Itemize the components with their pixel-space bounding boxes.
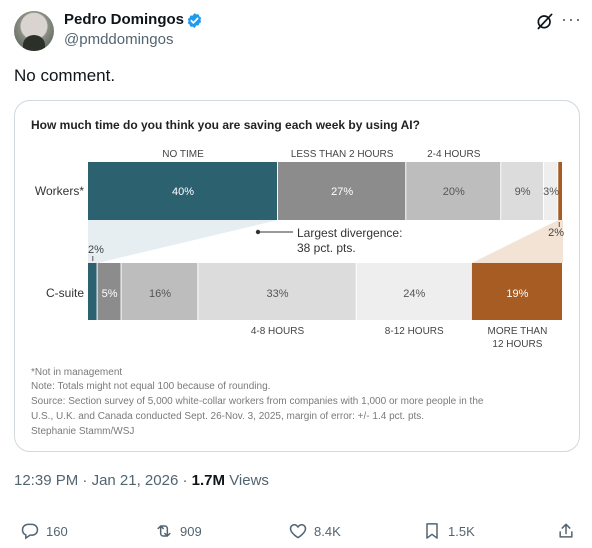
share-button[interactable] (556, 520, 582, 542)
reply-icon (21, 523, 39, 540)
category-label: 12 HOURS (492, 339, 542, 350)
row-label-workers: Workers* (35, 184, 84, 198)
divergence-band-more-than-12 (471, 220, 563, 263)
tweet-time[interactable]: 12:39 PM (14, 472, 79, 489)
chart: How much time do you think you are savin… (31, 118, 564, 437)
bar-workers-2 (406, 162, 501, 220)
verified-badge-icon (187, 13, 202, 28)
data-label-csuite-5: 19% (506, 288, 528, 300)
tweet-meta: 12:39 PM · Jan 21, 2026 · 1.7M Views (14, 472, 269, 489)
author-name[interactable]: Pedro Domingos (64, 11, 185, 28)
tweet-text: No comment. (14, 66, 116, 85)
bookmark-icon (426, 523, 438, 539)
category-label: MORE THAN (488, 326, 548, 337)
row-label-csuite: C-suite (46, 286, 84, 300)
annotation-line-2: 38 pct. pts. (297, 241, 356, 255)
note-line: U.S., U.K. and Canada conducted Sept. 26… (31, 411, 424, 422)
data-label-workers-0: 40% (172, 186, 194, 198)
repost-button[interactable]: 909 (154, 520, 202, 542)
annotation-dot (255, 229, 261, 235)
chart-card[interactable]: How much time do you think you are savin… (14, 100, 580, 452)
avatar[interactable] (14, 11, 54, 51)
views-count: 1.7M (191, 472, 226, 489)
grok-icon[interactable] (535, 11, 555, 31)
bar-csuite-1 (97, 263, 121, 320)
data-label-csuite-3: 33% (267, 288, 289, 300)
bar-workers-0 (88, 162, 277, 220)
more-options-icon[interactable]: ··· (561, 9, 582, 29)
meta-separator: · (182, 472, 192, 489)
data-label-workers-3: 9% (515, 186, 531, 198)
data-label-csuite-4: 24% (403, 288, 425, 300)
meta-separator: · (82, 472, 92, 489)
bookmark-button[interactable]: 1.5K (422, 520, 475, 542)
category-label: 8-12 HOURS (385, 326, 444, 337)
like-count: 8.4K (314, 523, 341, 539)
views-label: Views (229, 472, 269, 489)
bar-csuite-2 (121, 263, 198, 320)
data-label-csuite-2: 16% (149, 288, 171, 300)
note-line: Source: Section survey of 5,000 white-co… (31, 396, 484, 407)
tweet-date[interactable]: Jan 21, 2026 (91, 472, 179, 489)
bar-workers-4 (544, 162, 558, 220)
heart-icon (289, 523, 307, 539)
note-line: Note: Totals might not equal 100 because… (31, 381, 270, 392)
chart-title: How much time do you think you are savin… (31, 118, 420, 132)
data-label-workers-1: 27% (331, 186, 353, 198)
bar-csuite-4 (356, 263, 471, 320)
repost-icon (157, 525, 171, 537)
data-label-workers-4: 3% (543, 186, 559, 198)
bar-workers-5 (558, 162, 562, 220)
like-button[interactable]: 8.4K (288, 520, 341, 542)
bar-workers-1 (278, 162, 406, 220)
outside-label-csuite: 2% (88, 244, 104, 256)
reply-count: 160 (46, 523, 68, 539)
data-label-workers-2: 20% (443, 186, 465, 198)
data-label-csuite-1: 5% (102, 288, 118, 300)
reply-button[interactable]: 160 (20, 520, 68, 542)
category-label: LESS THAN 2 HOURS (291, 149, 394, 160)
annotation-line-1: Largest divergence: (297, 226, 402, 240)
bar-csuite-5 (471, 263, 562, 320)
category-label: 2-4 HOURS (427, 149, 481, 160)
divergence-band-no-time (88, 220, 278, 263)
bar-workers-3 (501, 162, 543, 220)
bookmark-count: 1.5K (448, 523, 475, 539)
note-line: *Not in management (31, 367, 122, 378)
repost-count: 909 (180, 523, 202, 539)
bar-csuite-0 (88, 263, 97, 320)
bar-csuite-3 (198, 263, 356, 320)
category-label: 4-8 HOURS (251, 326, 305, 337)
share-icon (559, 523, 573, 538)
author-handle[interactable]: @pmddomingos (64, 31, 174, 48)
note-line: Stephanie Stamm/WSJ (31, 426, 134, 437)
outside-label-workers: 2% (548, 227, 564, 239)
category-label: NO TIME (162, 149, 204, 160)
